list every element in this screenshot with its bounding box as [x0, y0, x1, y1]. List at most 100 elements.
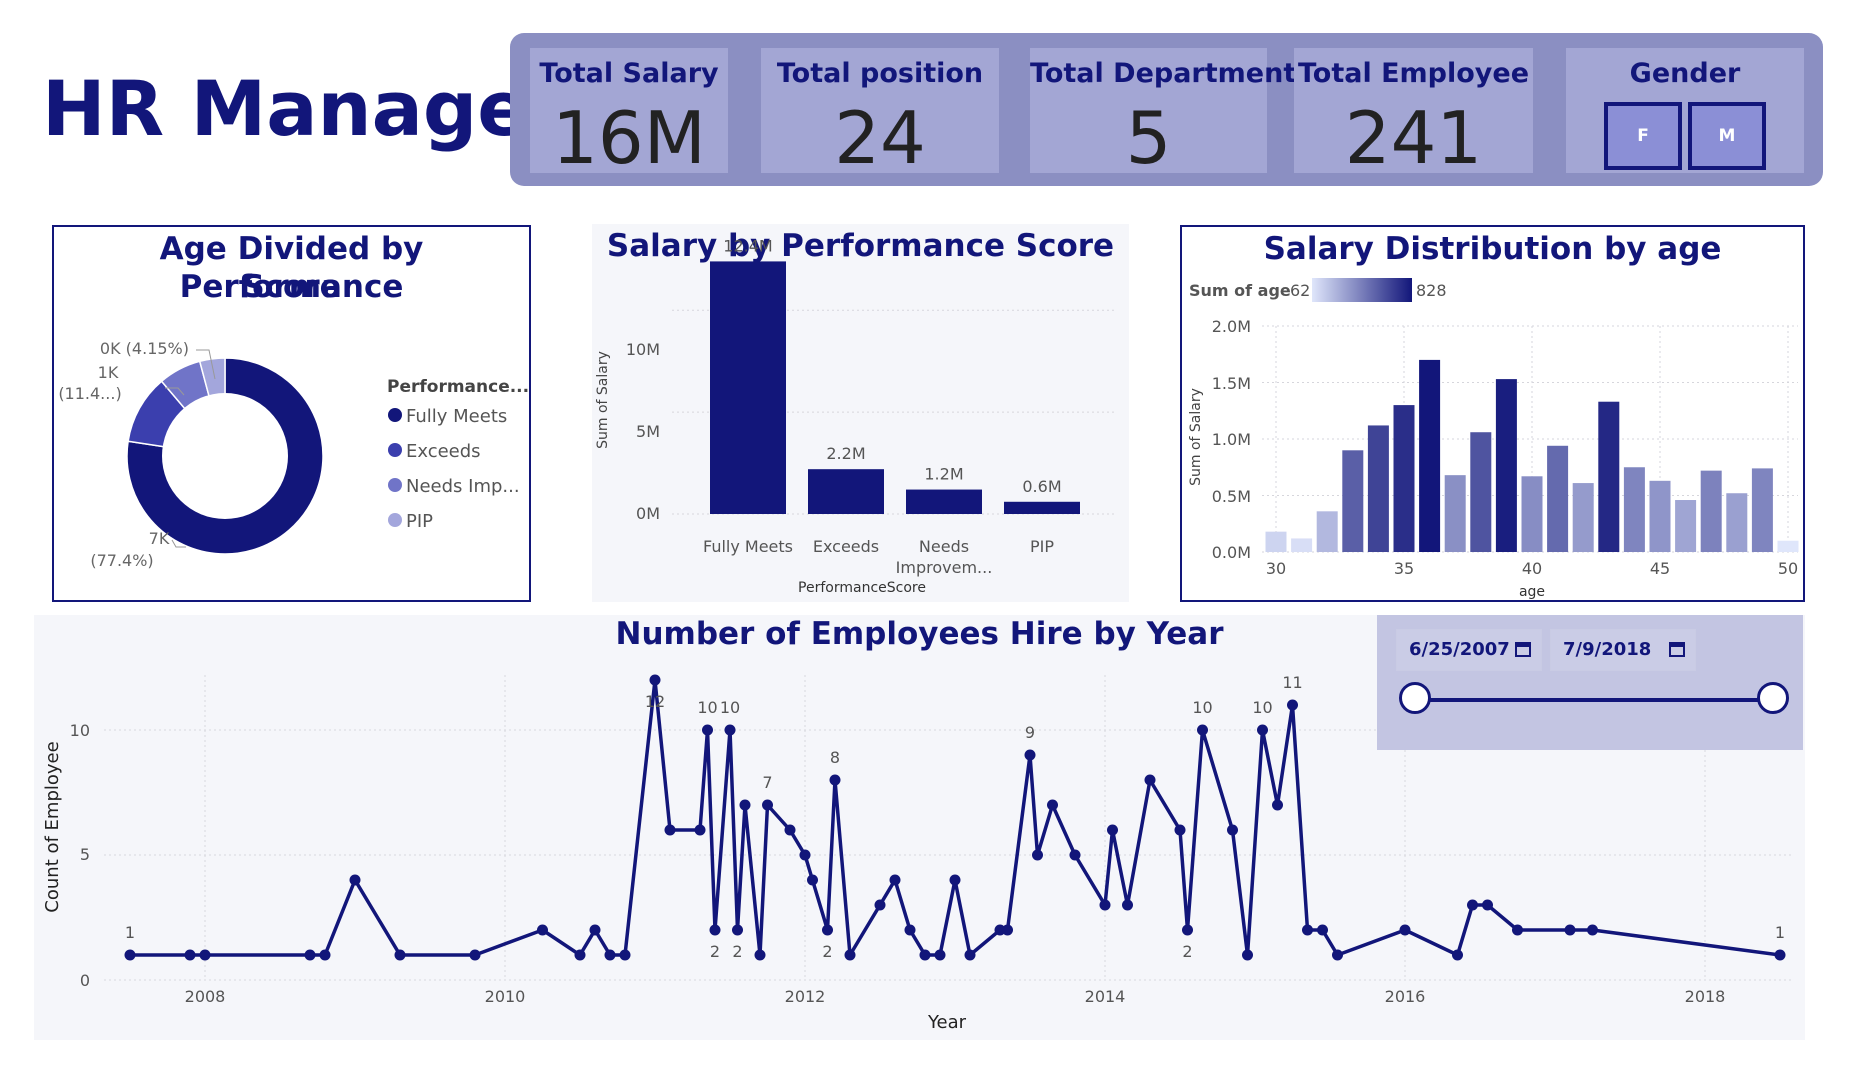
hire-point[interactable] — [1107, 824, 1118, 836]
hire-point[interactable] — [709, 924, 721, 936]
age-bar[interactable] — [1649, 480, 1671, 552]
bar[interactable] — [808, 469, 884, 514]
hire-point[interactable] — [874, 899, 886, 911]
age-bar[interactable] — [1700, 470, 1722, 552]
hire-point[interactable] — [1512, 924, 1523, 936]
hire-point[interactable] — [1174, 824, 1186, 836]
date-range-track[interactable] — [1416, 698, 1774, 702]
hire-point[interactable] — [724, 724, 736, 736]
calendar-icon[interactable] — [1669, 642, 1685, 657]
age-bar[interactable] — [1495, 379, 1517, 552]
age-bar[interactable] — [1547, 445, 1569, 552]
hire-point[interactable] — [807, 874, 818, 886]
hire-point[interactable] — [124, 949, 136, 961]
age-bar[interactable] — [1572, 483, 1594, 552]
hire-point[interactable] — [1069, 849, 1081, 861]
age-bar[interactable] — [1419, 359, 1441, 552]
age-bar[interactable] — [1444, 475, 1466, 552]
hire-point[interactable] — [1302, 924, 1313, 936]
age-bar[interactable] — [1393, 405, 1415, 552]
calendar-icon[interactable] — [1515, 642, 1531, 657]
date-start-input[interactable]: 6/25/2007 — [1396, 629, 1542, 671]
hire-point[interactable] — [1032, 849, 1043, 861]
hire-point[interactable] — [1467, 899, 1478, 911]
bar[interactable] — [906, 489, 982, 514]
gender-f-button[interactable]: F — [1604, 102, 1682, 170]
hire-point[interactable] — [1272, 799, 1283, 811]
hire-point[interactable] — [822, 924, 833, 936]
hire-point[interactable] — [784, 824, 796, 836]
hire-point[interactable] — [1332, 949, 1343, 961]
hire-point[interactable] — [1144, 774, 1156, 786]
hire-point[interactable] — [1227, 824, 1238, 836]
hire-point[interactable] — [1399, 924, 1411, 936]
age-bar[interactable] — [1751, 468, 1773, 552]
hire-point[interactable] — [799, 849, 811, 861]
hire-point[interactable] — [304, 949, 316, 961]
hire-point[interactable] — [1317, 924, 1328, 936]
age-bar[interactable] — [1470, 432, 1492, 552]
legend-item-pip[interactable]: PIP — [388, 511, 433, 532]
donut-chart[interactable]: 7K (77.4%) 1K (11.4...) 0K (4.15%) Perfo… — [54, 227, 529, 600]
hire-point[interactable] — [184, 949, 196, 961]
hire-point[interactable] — [574, 949, 586, 961]
date-range-start-handle[interactable] — [1399, 682, 1431, 714]
hire-point[interactable] — [829, 774, 841, 786]
hire-point[interactable] — [949, 874, 961, 886]
hire-point[interactable] — [1024, 749, 1036, 761]
hire-point[interactable] — [754, 949, 766, 961]
hire-point[interactable] — [904, 924, 916, 936]
hire-point[interactable] — [619, 949, 631, 961]
hire-point[interactable] — [1047, 799, 1058, 811]
age-bar[interactable] — [1342, 450, 1364, 552]
kpi-card-total-employee[interactable]: Total Employee 241 — [1294, 48, 1533, 180]
hire-point[interactable] — [1122, 899, 1133, 911]
hire-point[interactable] — [1242, 949, 1253, 961]
gender-m-button[interactable]: M — [1688, 102, 1766, 170]
hire-point[interactable] — [664, 824, 676, 836]
hire-point[interactable] — [1287, 699, 1298, 711]
age-bar[interactable] — [1726, 493, 1748, 552]
bar[interactable] — [1004, 501, 1080, 514]
hire-point[interactable] — [919, 949, 931, 961]
legend-item-exceeds[interactable]: Exceeds — [388, 441, 481, 462]
hire-point[interactable] — [199, 949, 211, 961]
kpi-card-total-department[interactable]: Total Department 5 — [1030, 48, 1296, 180]
hire-point[interactable] — [1002, 924, 1013, 936]
hire-point[interactable] — [964, 949, 976, 961]
age-bar[interactable] — [1521, 476, 1543, 552]
hire-point[interactable] — [762, 799, 773, 811]
date-end-input[interactable]: 7/9/2018 — [1550, 629, 1696, 671]
hire-point[interactable] — [1774, 949, 1786, 961]
kpi-card-total-salary[interactable]: Total Salary 16M — [530, 48, 728, 180]
age-bar[interactable] — [1367, 425, 1389, 552]
legend-item-fully-meets[interactable]: Fully Meets — [388, 406, 507, 427]
hire-point[interactable] — [1564, 924, 1576, 936]
hire-point[interactable] — [739, 799, 751, 811]
hire-point[interactable] — [589, 924, 601, 936]
legend-item-needs-imp[interactable]: Needs Imp... — [388, 476, 520, 497]
hire-point[interactable] — [694, 824, 706, 836]
hire-point[interactable] — [1587, 924, 1598, 936]
age-bar[interactable] — [1598, 401, 1620, 552]
hire-point[interactable] — [702, 724, 713, 736]
date-range-end-handle[interactable] — [1757, 682, 1789, 714]
kpi-card-total-position[interactable]: Total position 24 — [761, 48, 999, 180]
hire-point[interactable] — [844, 949, 856, 961]
hire-point[interactable] — [732, 924, 743, 936]
age-bar[interactable] — [1777, 540, 1799, 552]
age-bar[interactable] — [1291, 538, 1313, 552]
hire-point[interactable] — [1257, 724, 1268, 736]
age-distribution-chart[interactable]: Sum of age 62 828 Sum of Salary 0.0M 0.5… — [1182, 227, 1803, 600]
donut-slice[interactable] — [126, 357, 324, 555]
age-bar[interactable] — [1316, 511, 1338, 552]
hire-point[interactable] — [1099, 899, 1111, 911]
hire-point[interactable] — [1182, 924, 1193, 936]
hire-point[interactable] — [889, 874, 901, 886]
hire-point[interactable] — [604, 949, 616, 961]
hire-point[interactable] — [1482, 899, 1493, 911]
hire-point[interactable] — [349, 874, 361, 886]
hire-point[interactable] — [1452, 949, 1463, 961]
hire-point[interactable] — [649, 674, 661, 686]
hire-point[interactable] — [1197, 724, 1208, 736]
